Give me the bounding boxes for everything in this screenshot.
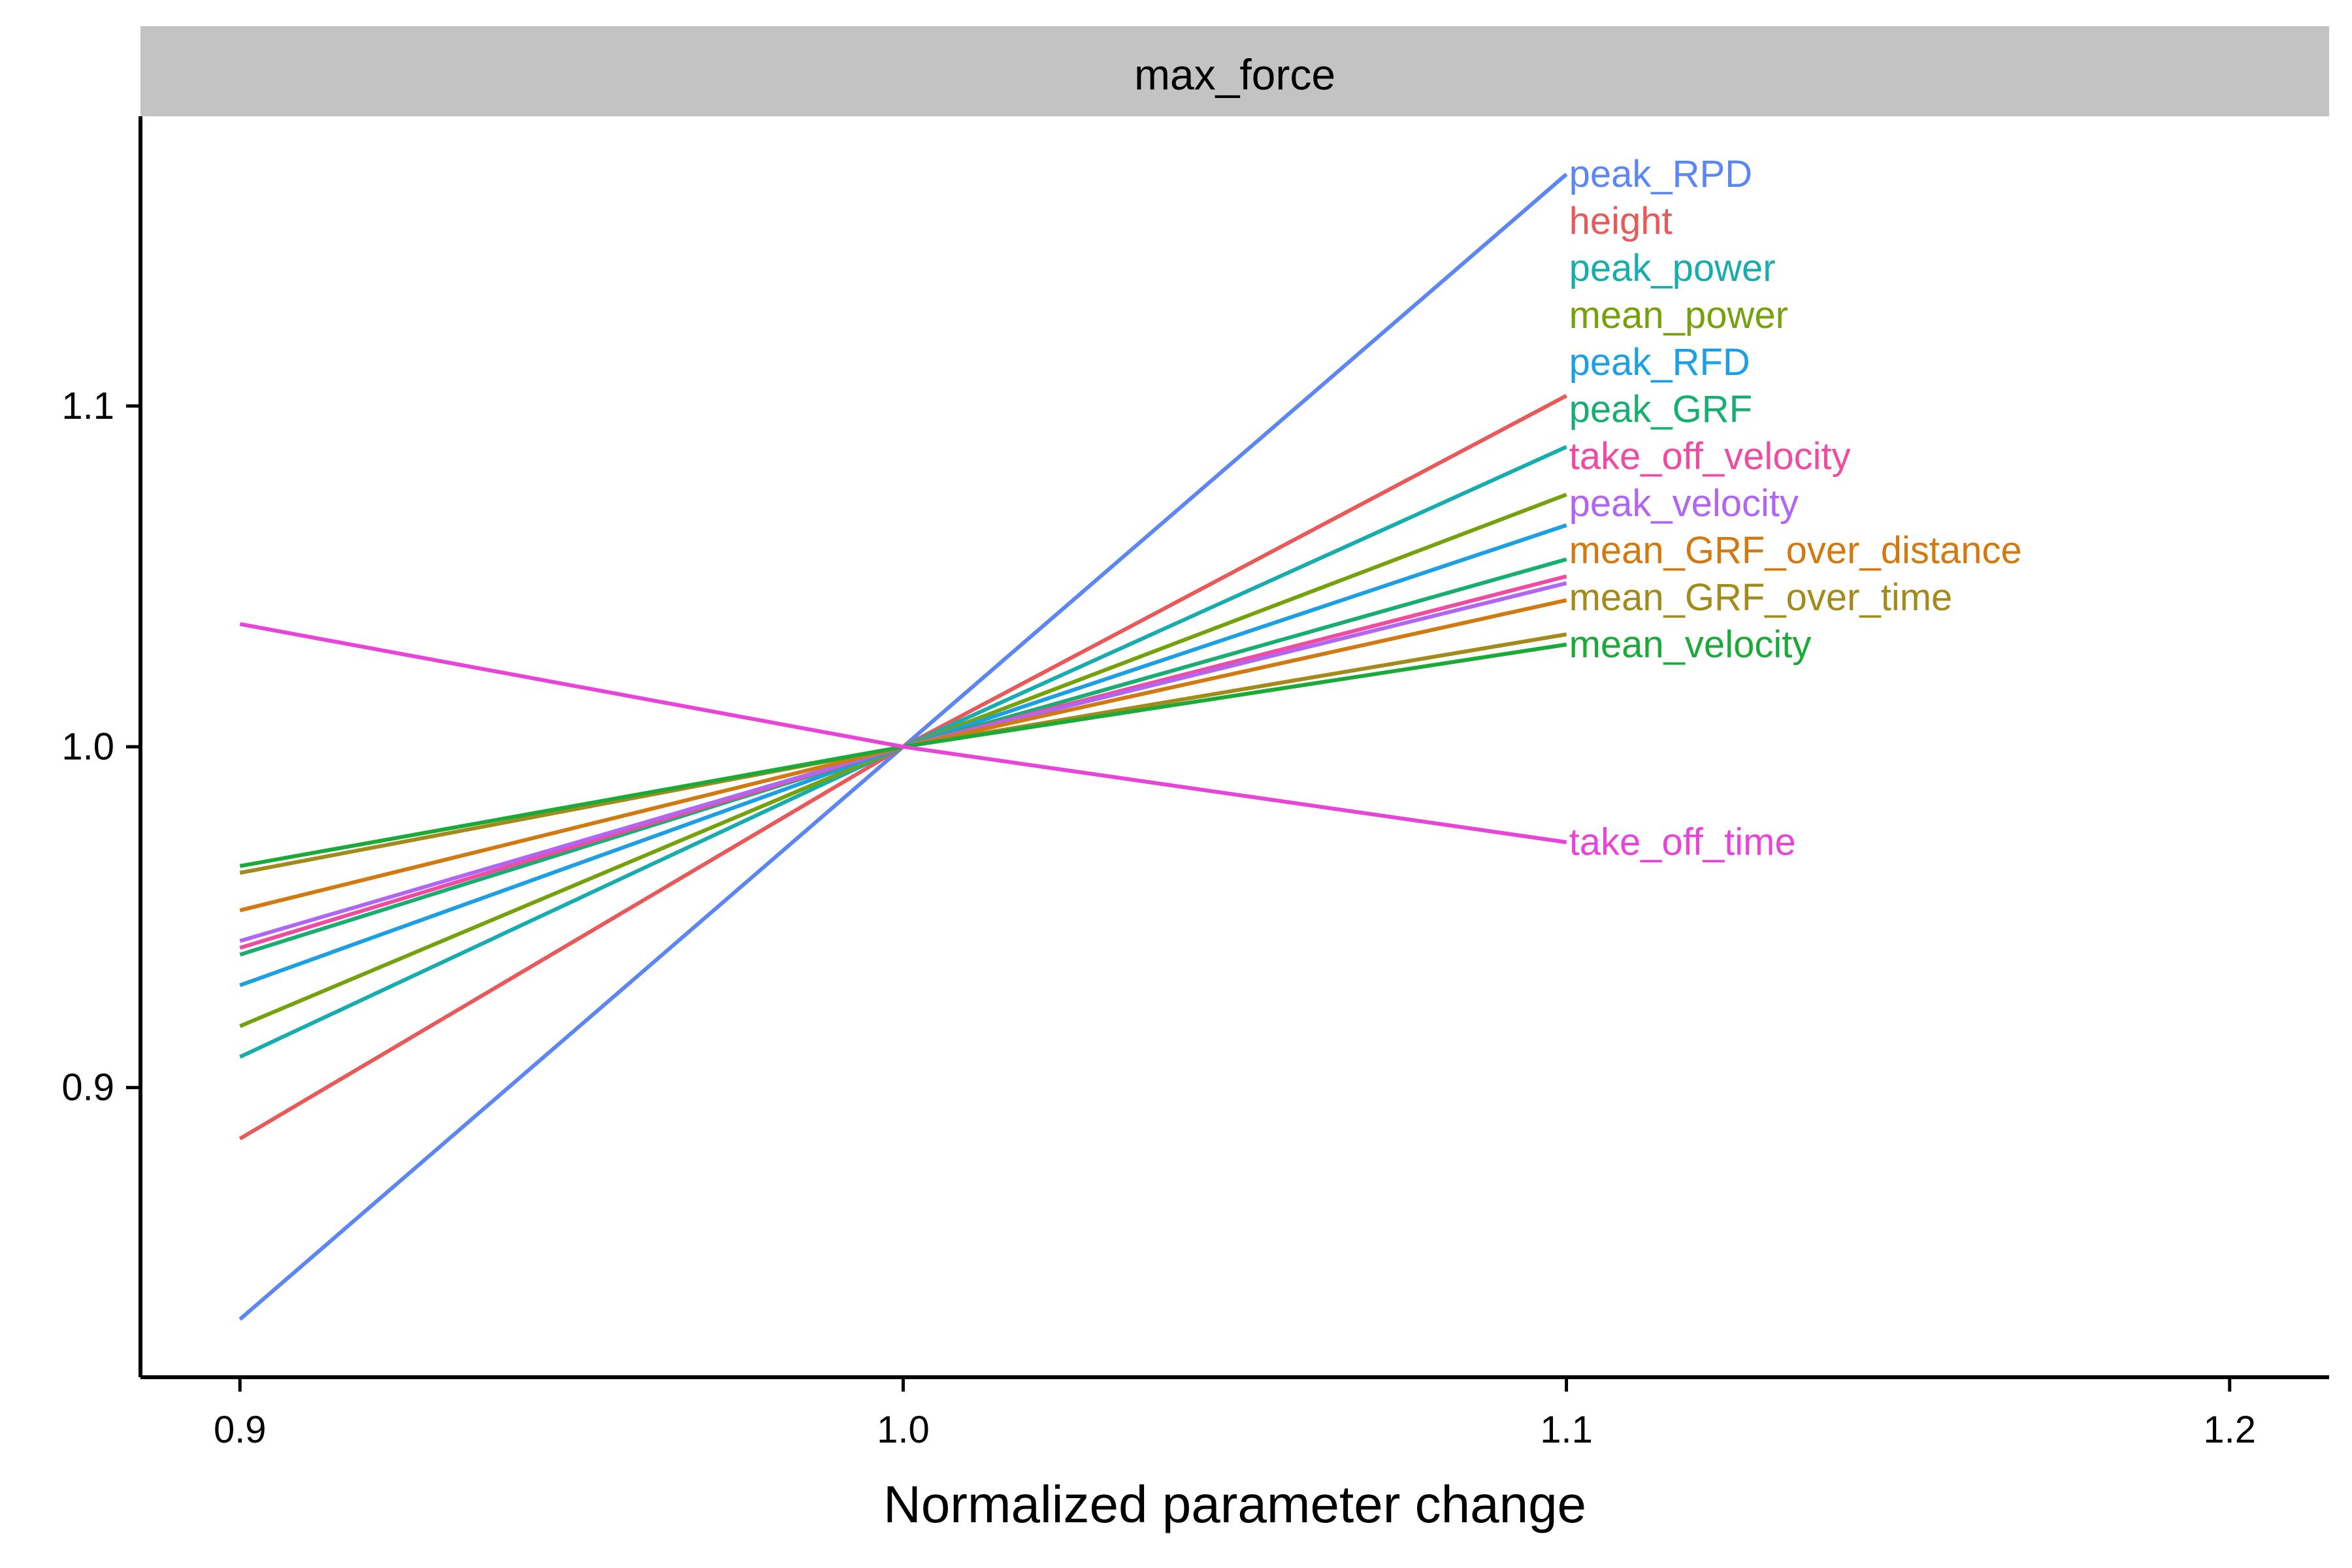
series-label-peak-power: peak_power bbox=[1569, 247, 1776, 289]
series-label-height: height bbox=[1569, 200, 1673, 242]
x-tick-label: 1.0 bbox=[877, 1409, 930, 1451]
x-tick-label: 1.2 bbox=[2203, 1409, 2256, 1451]
series-lines bbox=[238, 172, 1568, 1321]
facet-strip bbox=[140, 26, 2329, 116]
series-label-peak-rfd: peak_RFD bbox=[1569, 341, 1750, 384]
y-tick-label: 1.0 bbox=[61, 726, 114, 768]
series-label-take-off-time: take_off_time bbox=[1569, 821, 1796, 864]
x-tick-label: 0.9 bbox=[214, 1409, 267, 1451]
series-label-mean-power: mean_power bbox=[1569, 294, 1788, 336]
series-label-mean-grf-over-distance: mean_GRF_over_distance bbox=[1569, 529, 2022, 572]
x-tick-label: 1.1 bbox=[1540, 1409, 1593, 1451]
y-ticks: 0.9 1.0 1.1 bbox=[61, 385, 140, 1109]
series-label-mean-grf-over-time: mean_GRF_over_time bbox=[1569, 576, 1953, 619]
series-label-peak-rpd: peak_RPD bbox=[1569, 153, 1752, 195]
facet-label: max_force bbox=[1134, 50, 1335, 99]
x-ticks: 0.9 1.0 1.1 1.2 bbox=[214, 1377, 2256, 1451]
series-line-take-off-time bbox=[239, 622, 1567, 845]
x-axis-title: Normalized parameter change bbox=[883, 1475, 1586, 1533]
y-tick-label: 0.9 bbox=[61, 1066, 114, 1109]
series-label-peak-grf: peak_GRF bbox=[1569, 388, 1752, 431]
series-label-mean-velocity: mean_velocity bbox=[1569, 623, 1812, 666]
series-label-take-off-velocity: take_off_velocity bbox=[1569, 435, 1851, 478]
y-tick-label: 1.1 bbox=[61, 385, 114, 427]
series-label-peak-velocity: peak_velocity bbox=[1569, 482, 1799, 525]
